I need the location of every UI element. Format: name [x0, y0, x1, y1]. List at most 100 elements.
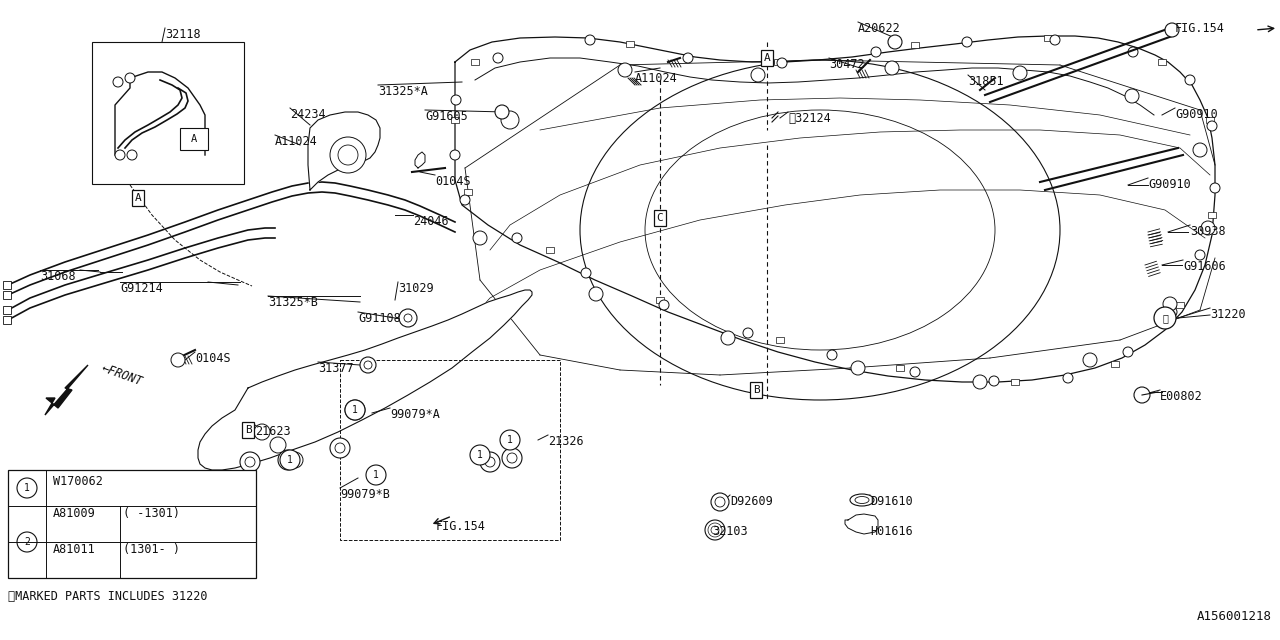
- Circle shape: [480, 452, 500, 472]
- Ellipse shape: [850, 494, 874, 506]
- Bar: [3, 291, 12, 299]
- Circle shape: [1062, 373, 1073, 383]
- Circle shape: [172, 353, 186, 367]
- Circle shape: [115, 150, 125, 160]
- Circle shape: [500, 430, 520, 450]
- Text: G90910: G90910: [1175, 108, 1217, 121]
- Bar: [92, 42, 244, 184]
- Circle shape: [364, 361, 372, 369]
- Text: FIG.154: FIG.154: [436, 520, 486, 533]
- Text: 31325*B: 31325*B: [268, 296, 317, 309]
- Circle shape: [125, 73, 134, 83]
- Text: H01616: H01616: [870, 525, 913, 538]
- Text: B: B: [753, 385, 759, 395]
- Bar: [1176, 302, 1184, 308]
- Circle shape: [827, 350, 837, 360]
- Circle shape: [338, 145, 358, 165]
- Circle shape: [366, 465, 387, 485]
- Bar: [1011, 379, 1019, 385]
- Circle shape: [1210, 183, 1220, 193]
- Bar: [626, 41, 634, 47]
- Circle shape: [278, 450, 298, 470]
- Circle shape: [910, 367, 920, 377]
- Text: A81011: A81011: [52, 543, 96, 556]
- Circle shape: [335, 443, 346, 453]
- Text: 1: 1: [352, 405, 358, 415]
- Bar: [471, 59, 479, 65]
- Polygon shape: [198, 290, 532, 470]
- Circle shape: [460, 195, 470, 205]
- Bar: [1158, 59, 1166, 65]
- Bar: [3, 306, 12, 314]
- Text: 1: 1: [507, 435, 513, 445]
- Circle shape: [1207, 121, 1217, 131]
- Text: 2: 2: [24, 537, 29, 547]
- Circle shape: [244, 457, 255, 467]
- Circle shape: [253, 424, 270, 440]
- Bar: [8, 470, 256, 578]
- Text: 1: 1: [477, 450, 483, 460]
- Circle shape: [589, 287, 603, 301]
- Bar: [1111, 361, 1119, 367]
- Circle shape: [1050, 35, 1060, 45]
- Circle shape: [512, 233, 522, 243]
- Circle shape: [710, 493, 730, 511]
- Circle shape: [495, 105, 509, 119]
- Text: G91214: G91214: [120, 282, 163, 295]
- Text: A20622: A20622: [858, 22, 901, 35]
- Bar: [1044, 35, 1052, 41]
- Text: ( -1301): ( -1301): [123, 507, 180, 520]
- Circle shape: [888, 35, 902, 49]
- Bar: [3, 316, 12, 324]
- Circle shape: [507, 453, 517, 463]
- Bar: [547, 247, 554, 253]
- Bar: [1206, 117, 1213, 123]
- Text: G91605: G91605: [425, 110, 467, 123]
- Text: D91610: D91610: [870, 495, 913, 508]
- Text: D92609: D92609: [730, 495, 773, 508]
- Circle shape: [705, 520, 724, 540]
- Text: (1301- ): (1301- ): [123, 543, 180, 556]
- Circle shape: [349, 405, 360, 415]
- Text: 24234: 24234: [291, 108, 325, 121]
- Text: A81009: A81009: [52, 507, 96, 520]
- Bar: [774, 59, 782, 65]
- Text: A: A: [764, 53, 771, 63]
- Circle shape: [870, 47, 881, 57]
- Circle shape: [502, 448, 522, 468]
- Polygon shape: [415, 152, 425, 168]
- Text: ※MARKED PARTS INCLUDES 31220: ※MARKED PARTS INCLUDES 31220: [8, 590, 207, 603]
- Circle shape: [1185, 75, 1196, 85]
- Circle shape: [280, 450, 300, 470]
- Circle shape: [618, 63, 632, 77]
- Text: A: A: [191, 134, 197, 144]
- Circle shape: [399, 309, 417, 327]
- Bar: [3, 281, 12, 289]
- Circle shape: [1128, 47, 1138, 57]
- Text: G91108: G91108: [358, 312, 401, 325]
- Circle shape: [360, 357, 376, 373]
- Circle shape: [777, 58, 787, 68]
- Circle shape: [1165, 23, 1179, 37]
- Circle shape: [1196, 250, 1204, 260]
- Text: 31220: 31220: [1210, 308, 1245, 321]
- Circle shape: [17, 532, 37, 552]
- Text: 31029: 31029: [398, 282, 434, 295]
- Circle shape: [474, 231, 486, 245]
- Text: A11024: A11024: [635, 72, 677, 85]
- Text: 21326: 21326: [548, 435, 584, 448]
- Circle shape: [500, 111, 518, 129]
- Circle shape: [1123, 347, 1133, 357]
- Text: 0104S: 0104S: [195, 352, 230, 365]
- Circle shape: [287, 452, 303, 468]
- Text: 99079*B: 99079*B: [340, 488, 390, 501]
- Circle shape: [451, 95, 461, 105]
- Circle shape: [1083, 353, 1097, 367]
- Text: 31325*A: 31325*A: [378, 85, 428, 98]
- Polygon shape: [845, 514, 878, 534]
- Circle shape: [581, 268, 591, 278]
- Circle shape: [1155, 307, 1176, 329]
- Text: 1: 1: [287, 455, 293, 465]
- Bar: [657, 297, 664, 303]
- Text: 31068: 31068: [40, 270, 76, 283]
